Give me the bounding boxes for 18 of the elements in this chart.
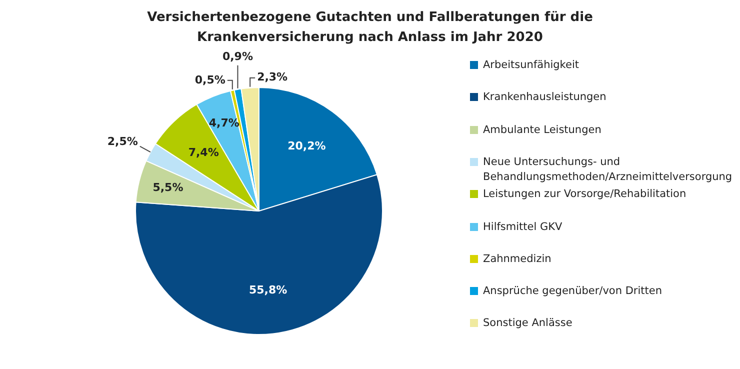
data-label: 7,4% xyxy=(188,146,219,159)
data-label: 0,5% xyxy=(194,73,226,86)
chart-title: Versichertenbezogene Gutachten und Fallberatungen für die Krankenversicherung nach Anlass im Jahr 2020 xyxy=(146,9,594,47)
data-label: 20,2% xyxy=(288,139,326,152)
data-label: 2,5% xyxy=(107,135,138,148)
legend-label: Sonstige Anlässe xyxy=(483,316,574,332)
legend-label: Hilfsmittel GKV xyxy=(483,220,564,234)
legend-label: Ambulante Leistungen xyxy=(483,122,602,138)
data-label: 55,8% xyxy=(248,284,288,297)
legend-label: Krankenhausleistungen xyxy=(483,90,608,106)
legend-label: Neue Untersuchungs- und Behandlungsmethoden/Arzneimittelversorgung xyxy=(483,154,733,185)
legend-label: Ansprüche gegenüber/von Dritten xyxy=(483,284,664,300)
legend-label: Leistungen zur Vorsorge/Rehabilitation xyxy=(483,187,688,202)
data-label: 2,3% xyxy=(257,70,288,84)
legend-label: Arbeitsunfähigkeit xyxy=(483,58,580,73)
data-label: 0,9% xyxy=(222,50,253,64)
legend-label: Zahnmedizin xyxy=(483,252,552,267)
data-label: 5,5% xyxy=(152,181,184,194)
